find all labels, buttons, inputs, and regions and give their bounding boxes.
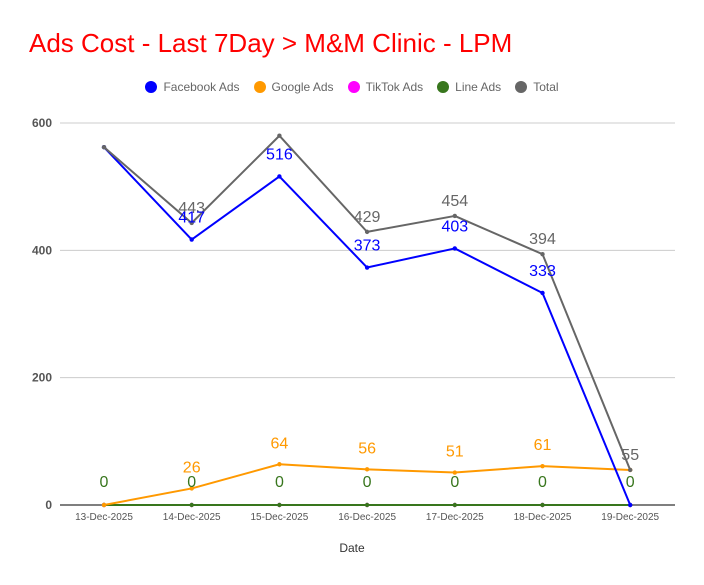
- legend-item-line-ads[interactable]: Line Ads: [437, 80, 501, 94]
- data-point: [364, 502, 370, 508]
- gridlines: 0 200 400 600 13-Dec-2025 14-Dec-2025 15-Dec-2…: [32, 116, 675, 523]
- data-point: [364, 467, 370, 472]
- data-point: [540, 251, 545, 257]
- data-point: [101, 144, 107, 150]
- legend-marker-tiktok-ads: [347, 81, 360, 93]
- data-point: [364, 229, 370, 235]
- legend-marker-line-ads: [437, 81, 450, 93]
- data-label: 0: [363, 474, 372, 491]
- x-tick-label: 16-Dec-2025: [338, 512, 396, 523]
- x-tick-label: 19-Dec-2025: [601, 512, 659, 523]
- legend-label: Google Ads: [271, 80, 334, 94]
- data-point: [452, 502, 457, 508]
- legend-label: Total: [533, 80, 559, 94]
- series-line-total: [103, 134, 632, 471]
- data-label: 64: [271, 435, 289, 452]
- data-point: [540, 290, 545, 296]
- data-point: [452, 470, 457, 475]
- data-point: [452, 246, 457, 251]
- x-tick-label: 14-Dec-2025: [163, 512, 221, 523]
- data-point: [452, 213, 457, 219]
- data-label: 0: [187, 474, 196, 491]
- data-point: [189, 486, 194, 491]
- data-point: [277, 502, 282, 508]
- legend: Facebook Ads Google Ads TikTok Ads Line …: [0, 80, 704, 94]
- data-point: [277, 133, 282, 138]
- y-tick-label: 600: [32, 116, 52, 130]
- data-labels: 0443417260516640429373560454403510394333…: [100, 146, 640, 491]
- y-tick-label: 200: [32, 371, 52, 385]
- data-point: [540, 463, 545, 469]
- data-point: [101, 502, 107, 508]
- legend-label: TikTok Ads: [365, 80, 424, 94]
- data-point: [628, 467, 633, 473]
- x-axis-title: Date: [339, 541, 365, 555]
- data-label: 454: [441, 193, 468, 210]
- data-point: [364, 265, 370, 270]
- data-label: 0: [626, 474, 635, 491]
- data-label: 0: [275, 474, 284, 491]
- data-label: 55: [621, 447, 639, 464]
- legend-marker-google-ads: [253, 81, 266, 93]
- data-label: 61: [534, 437, 552, 454]
- data-point: [189, 220, 194, 226]
- data-label: 51: [446, 444, 464, 461]
- data-point: [277, 462, 282, 467]
- data-point: [189, 502, 194, 508]
- x-tick-label: 17-Dec-2025: [426, 512, 484, 523]
- data-label: 373: [354, 238, 381, 255]
- x-tick-label: 13-Dec-2025: [75, 512, 133, 523]
- legend-marker-facebook-ads: [145, 81, 158, 93]
- data-label: 0: [538, 474, 547, 491]
- legend-item-total[interactable]: Total: [515, 80, 559, 94]
- legend-marker-total: [515, 81, 528, 93]
- legend-label: Line Ads: [455, 80, 502, 94]
- data-label: 516: [266, 146, 293, 163]
- data-label: 0: [100, 474, 109, 491]
- data-label: 443: [178, 200, 205, 217]
- x-tick-label: 18-Dec-2025: [514, 512, 572, 523]
- data-point: [540, 502, 545, 508]
- legend-item-tiktok-ads[interactable]: TikTok Ads: [347, 80, 424, 94]
- data-point: [628, 502, 633, 508]
- data-point: [277, 174, 282, 179]
- y-tick-label: 0: [45, 498, 52, 512]
- x-tick-label: 15-Dec-2025: [250, 512, 308, 523]
- data-label: 26: [183, 459, 201, 476]
- y-tick-label: 400: [32, 243, 52, 257]
- series-layer: [101, 133, 633, 508]
- legend-item-facebook-ads[interactable]: Facebook Ads: [145, 80, 240, 94]
- data-label: 394: [529, 231, 556, 248]
- data-label: 333: [529, 263, 556, 280]
- data-point: [189, 237, 194, 242]
- data-label: 56: [358, 440, 376, 457]
- legend-label: Facebook Ads: [163, 80, 240, 94]
- data-label: 0: [450, 474, 459, 491]
- legend-item-google-ads[interactable]: Google Ads: [253, 80, 334, 94]
- data-label: 417: [178, 210, 205, 227]
- data-label: 403: [441, 218, 468, 235]
- data-label: 429: [354, 209, 381, 226]
- chart-title: Ads Cost - Last 7Day > M&M Clinic - LPM: [29, 28, 513, 58]
